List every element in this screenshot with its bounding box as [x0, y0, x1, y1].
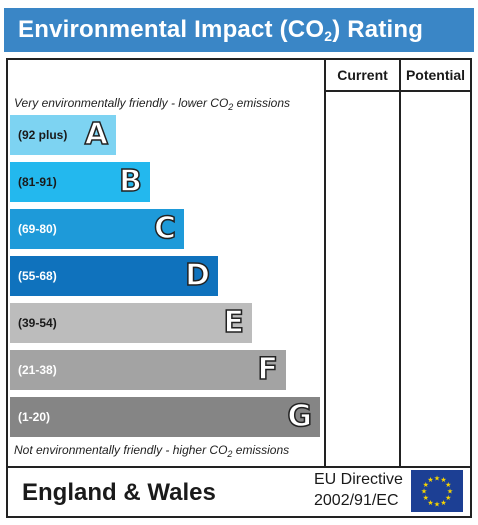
- rating-band-g: (1-20) G: [10, 397, 320, 437]
- footer-divider: [8, 466, 470, 468]
- note-bottom-sub: 2: [227, 449, 233, 459]
- note-top-sub: 2: [228, 102, 234, 112]
- current-column-header: Current: [337, 67, 388, 83]
- eu-star-icon: ★: [427, 476, 433, 484]
- band-range-label: (1-20): [18, 410, 51, 424]
- band-range-label: (55-68): [18, 269, 57, 283]
- header-title-post: ) Rating: [332, 16, 424, 43]
- band-range-label: (92 plus): [18, 128, 68, 142]
- band-letter-label: A: [84, 116, 109, 153]
- eu-star-icon: ★: [434, 475, 440, 483]
- note-bottom-pre: Not environmentally friendly - higher CO: [14, 443, 228, 457]
- eu-directive-line2: 2002/91/EC: [314, 492, 399, 509]
- eu-star-icon: ★: [434, 501, 440, 509]
- band-range-label: (39-54): [18, 316, 57, 330]
- band-letter-label: G: [287, 398, 313, 435]
- region-label: England & Wales: [22, 479, 216, 506]
- chart-header: Environmental Impact (CO2) Rating: [4, 8, 474, 52]
- column-header-divider: [324, 90, 470, 92]
- eu-star-icon: ★: [447, 488, 453, 496]
- eu-directive: EU Directive 2002/91/EC: [314, 469, 403, 511]
- rating-band-c: (69-80) C: [10, 209, 184, 249]
- header-title-pre: Environmental Impact (CO: [18, 16, 325, 43]
- band-range-label: (21-38): [18, 363, 57, 377]
- note-top-post: emissions: [233, 96, 290, 110]
- rating-frame: Current Potential Very environmentally f…: [6, 58, 472, 518]
- rating-band-f: (21-38) F: [10, 350, 286, 390]
- header-title-sub: 2: [324, 28, 333, 44]
- eu-star-icon: ★: [423, 494, 429, 502]
- band-letter-label: C: [153, 210, 177, 247]
- eu-directive-line1: EU Directive: [314, 471, 403, 488]
- eu-star-icon: ★: [445, 481, 451, 489]
- potential-column-divider: [399, 60, 401, 466]
- band-letter-label: B: [118, 163, 142, 200]
- band-letter-label: F: [257, 351, 279, 388]
- eu-star-icon: ★: [421, 488, 427, 496]
- note-top-pre: Very environmentally friendly - lower CO: [14, 96, 229, 110]
- rating-band-a: (92 plus) A: [10, 115, 116, 155]
- band-range-label: (69-80): [18, 222, 57, 236]
- eu-flag-icon: ★ ★ ★ ★ ★ ★ ★ ★ ★ ★ ★ ★: [411, 470, 463, 512]
- band-letter-label: E: [223, 304, 245, 341]
- eu-star-icon: ★: [440, 499, 446, 507]
- rating-band-b: (81-91) B: [10, 162, 150, 202]
- note-bottom-post: emissions: [232, 443, 290, 457]
- eu-star-icon: ★: [445, 494, 451, 502]
- band-range-label: (81-91): [18, 175, 57, 189]
- note-bottom: Not environmentally friendly - higher CO…: [14, 443, 289, 459]
- current-column-divider: [324, 60, 326, 466]
- potential-column-header: Potential: [405, 67, 466, 83]
- eu-star-icon: ★: [423, 481, 429, 489]
- eu-star-icon: ★: [440, 476, 446, 484]
- eu-star-icon: ★: [427, 499, 433, 507]
- rating-band-d: (55-68) D: [10, 256, 218, 296]
- note-top: Very environmentally friendly - lower CO…: [14, 96, 290, 112]
- band-letter-label: D: [184, 257, 210, 294]
- rating-band-e: (39-54) E: [10, 303, 252, 343]
